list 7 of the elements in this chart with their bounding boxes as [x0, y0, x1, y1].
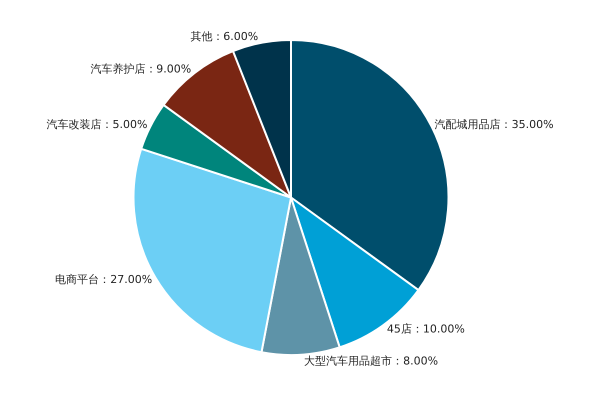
slice-label: 45店：10.00%: [386, 322, 465, 336]
slice-label: 大型汽车用品超市：8.00%: [304, 354, 438, 368]
slice-label: 汽配城用品店：35.00%: [434, 118, 554, 132]
slice-label: 汽车改装店：5.00%: [46, 118, 148, 132]
slice-label: 电商平台：27.00%: [55, 272, 152, 286]
slice-label: 其他：6.00%: [190, 30, 258, 44]
slice-label: 汽车养护店：9.00%: [90, 62, 192, 76]
